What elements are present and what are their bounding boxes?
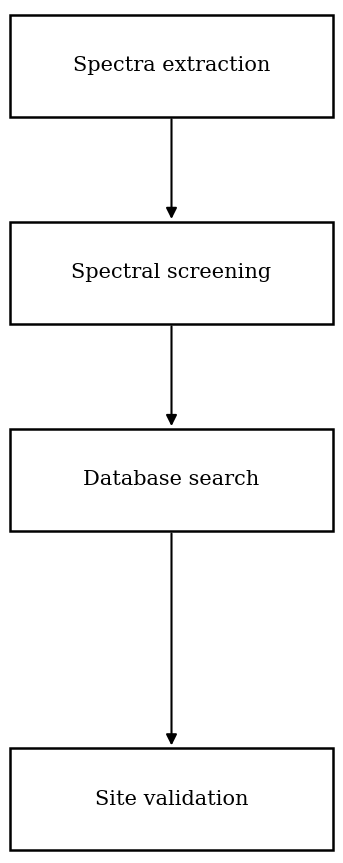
Text: Spectra extraction: Spectra extraction — [73, 56, 270, 75]
FancyBboxPatch shape — [10, 429, 333, 531]
FancyBboxPatch shape — [10, 748, 333, 850]
FancyBboxPatch shape — [10, 222, 333, 324]
FancyBboxPatch shape — [10, 15, 333, 117]
Text: Database search: Database search — [83, 470, 260, 489]
Text: Spectral screening: Spectral screening — [71, 263, 272, 282]
Text: Site validation: Site validation — [95, 790, 248, 809]
